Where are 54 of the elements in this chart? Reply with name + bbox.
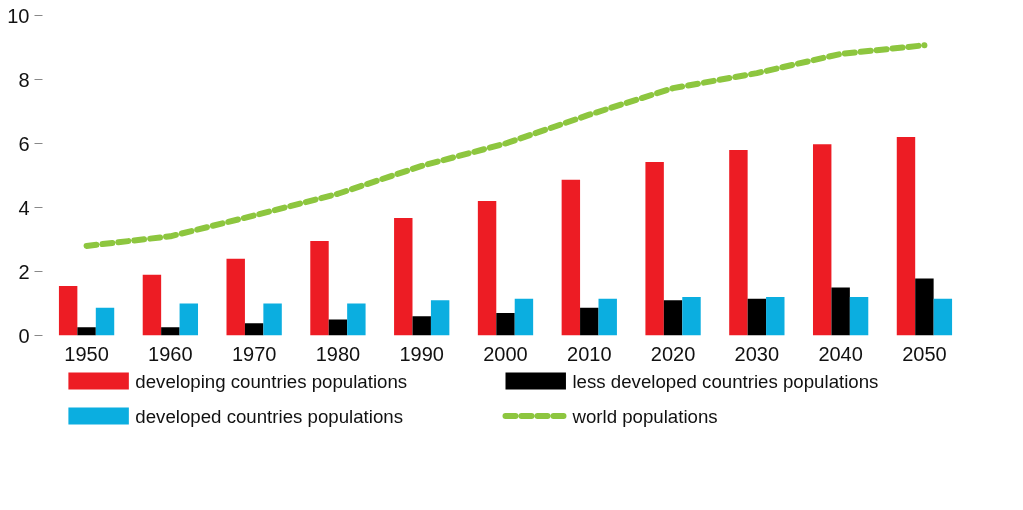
y-tick-label: 8 xyxy=(18,68,30,91)
bar xyxy=(682,297,701,336)
bar xyxy=(896,137,916,336)
bar xyxy=(142,274,162,336)
bar xyxy=(430,300,450,336)
legend-label: developed countries populations xyxy=(135,405,403,427)
bar xyxy=(849,297,869,336)
x-tick-label: 2010 xyxy=(567,342,612,365)
x-tick-label: 1980 xyxy=(315,342,361,365)
bar xyxy=(310,241,329,336)
bar xyxy=(394,218,413,336)
x-tick-label: 1960 xyxy=(148,342,193,365)
bar xyxy=(263,303,282,336)
x-tick-label: 1970 xyxy=(231,342,277,365)
y-tick-label: 6 xyxy=(18,132,30,155)
legend-label: world populations xyxy=(571,405,718,427)
x-tick-label: 1950 xyxy=(64,342,109,365)
bar xyxy=(729,149,748,336)
bar xyxy=(477,201,497,336)
bar xyxy=(58,285,78,336)
bar xyxy=(347,303,366,336)
bar xyxy=(328,319,348,336)
bar xyxy=(663,300,683,336)
x-tick-label: 2000 xyxy=(483,342,528,365)
bar xyxy=(561,179,581,336)
bar xyxy=(161,327,180,336)
bar xyxy=(580,307,599,336)
legend-label: developing countries populations xyxy=(135,370,408,392)
bar xyxy=(645,162,664,336)
y-tick-label: 4 xyxy=(18,196,30,219)
bar xyxy=(77,327,96,336)
bar xyxy=(598,298,617,336)
bar xyxy=(226,258,245,336)
bar xyxy=(244,323,264,336)
x-tick-label: 1990 xyxy=(399,342,444,365)
x-tick-label: 2050 xyxy=(902,342,947,365)
bar xyxy=(412,316,431,336)
bar xyxy=(831,287,850,336)
bar xyxy=(812,144,832,336)
y-tick-label: 10 xyxy=(7,4,30,27)
x-tick-label: 2040 xyxy=(818,342,863,365)
legend-label: less developed countries populations xyxy=(572,370,879,392)
bar xyxy=(933,298,953,336)
bar xyxy=(95,307,115,336)
bar xyxy=(915,278,934,336)
bar xyxy=(747,298,767,336)
x-tick-label: 2020 xyxy=(650,342,696,365)
bar xyxy=(179,303,199,336)
bar xyxy=(496,313,515,336)
y-tick-label: 2 xyxy=(18,260,30,283)
x-tick-label: 2030 xyxy=(734,342,780,365)
bar xyxy=(766,297,785,336)
bar xyxy=(514,298,534,336)
y-tick-label: 0 xyxy=(18,324,30,347)
